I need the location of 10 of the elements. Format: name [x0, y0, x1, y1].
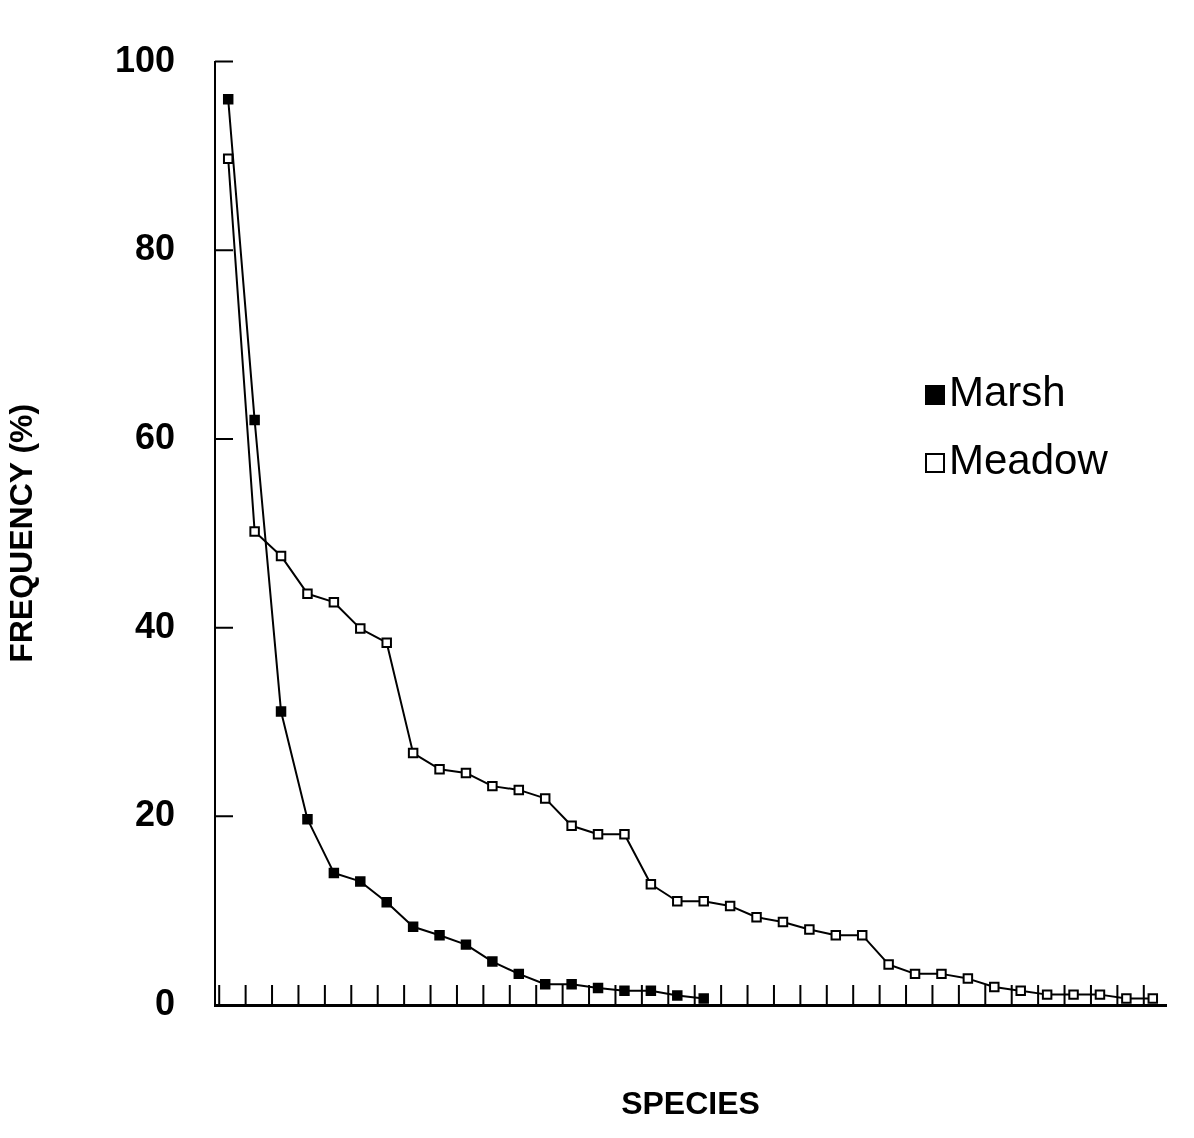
y-tick-label: 40: [134, 604, 175, 646]
y-tick-label: 0: [154, 981, 175, 1023]
legend-label: Marsh: [949, 368, 1066, 415]
y-axis-title: FREQUENCY (%): [3, 403, 40, 663]
y-tick-label: 60: [134, 415, 175, 457]
y-tick-label: 20: [134, 793, 175, 835]
x-axis-title: SPECIES: [621, 1084, 760, 1121]
y-tick-label: 100: [114, 38, 175, 80]
legend-label: Meadow: [949, 436, 1108, 483]
y-tick-label: 80: [134, 227, 175, 269]
